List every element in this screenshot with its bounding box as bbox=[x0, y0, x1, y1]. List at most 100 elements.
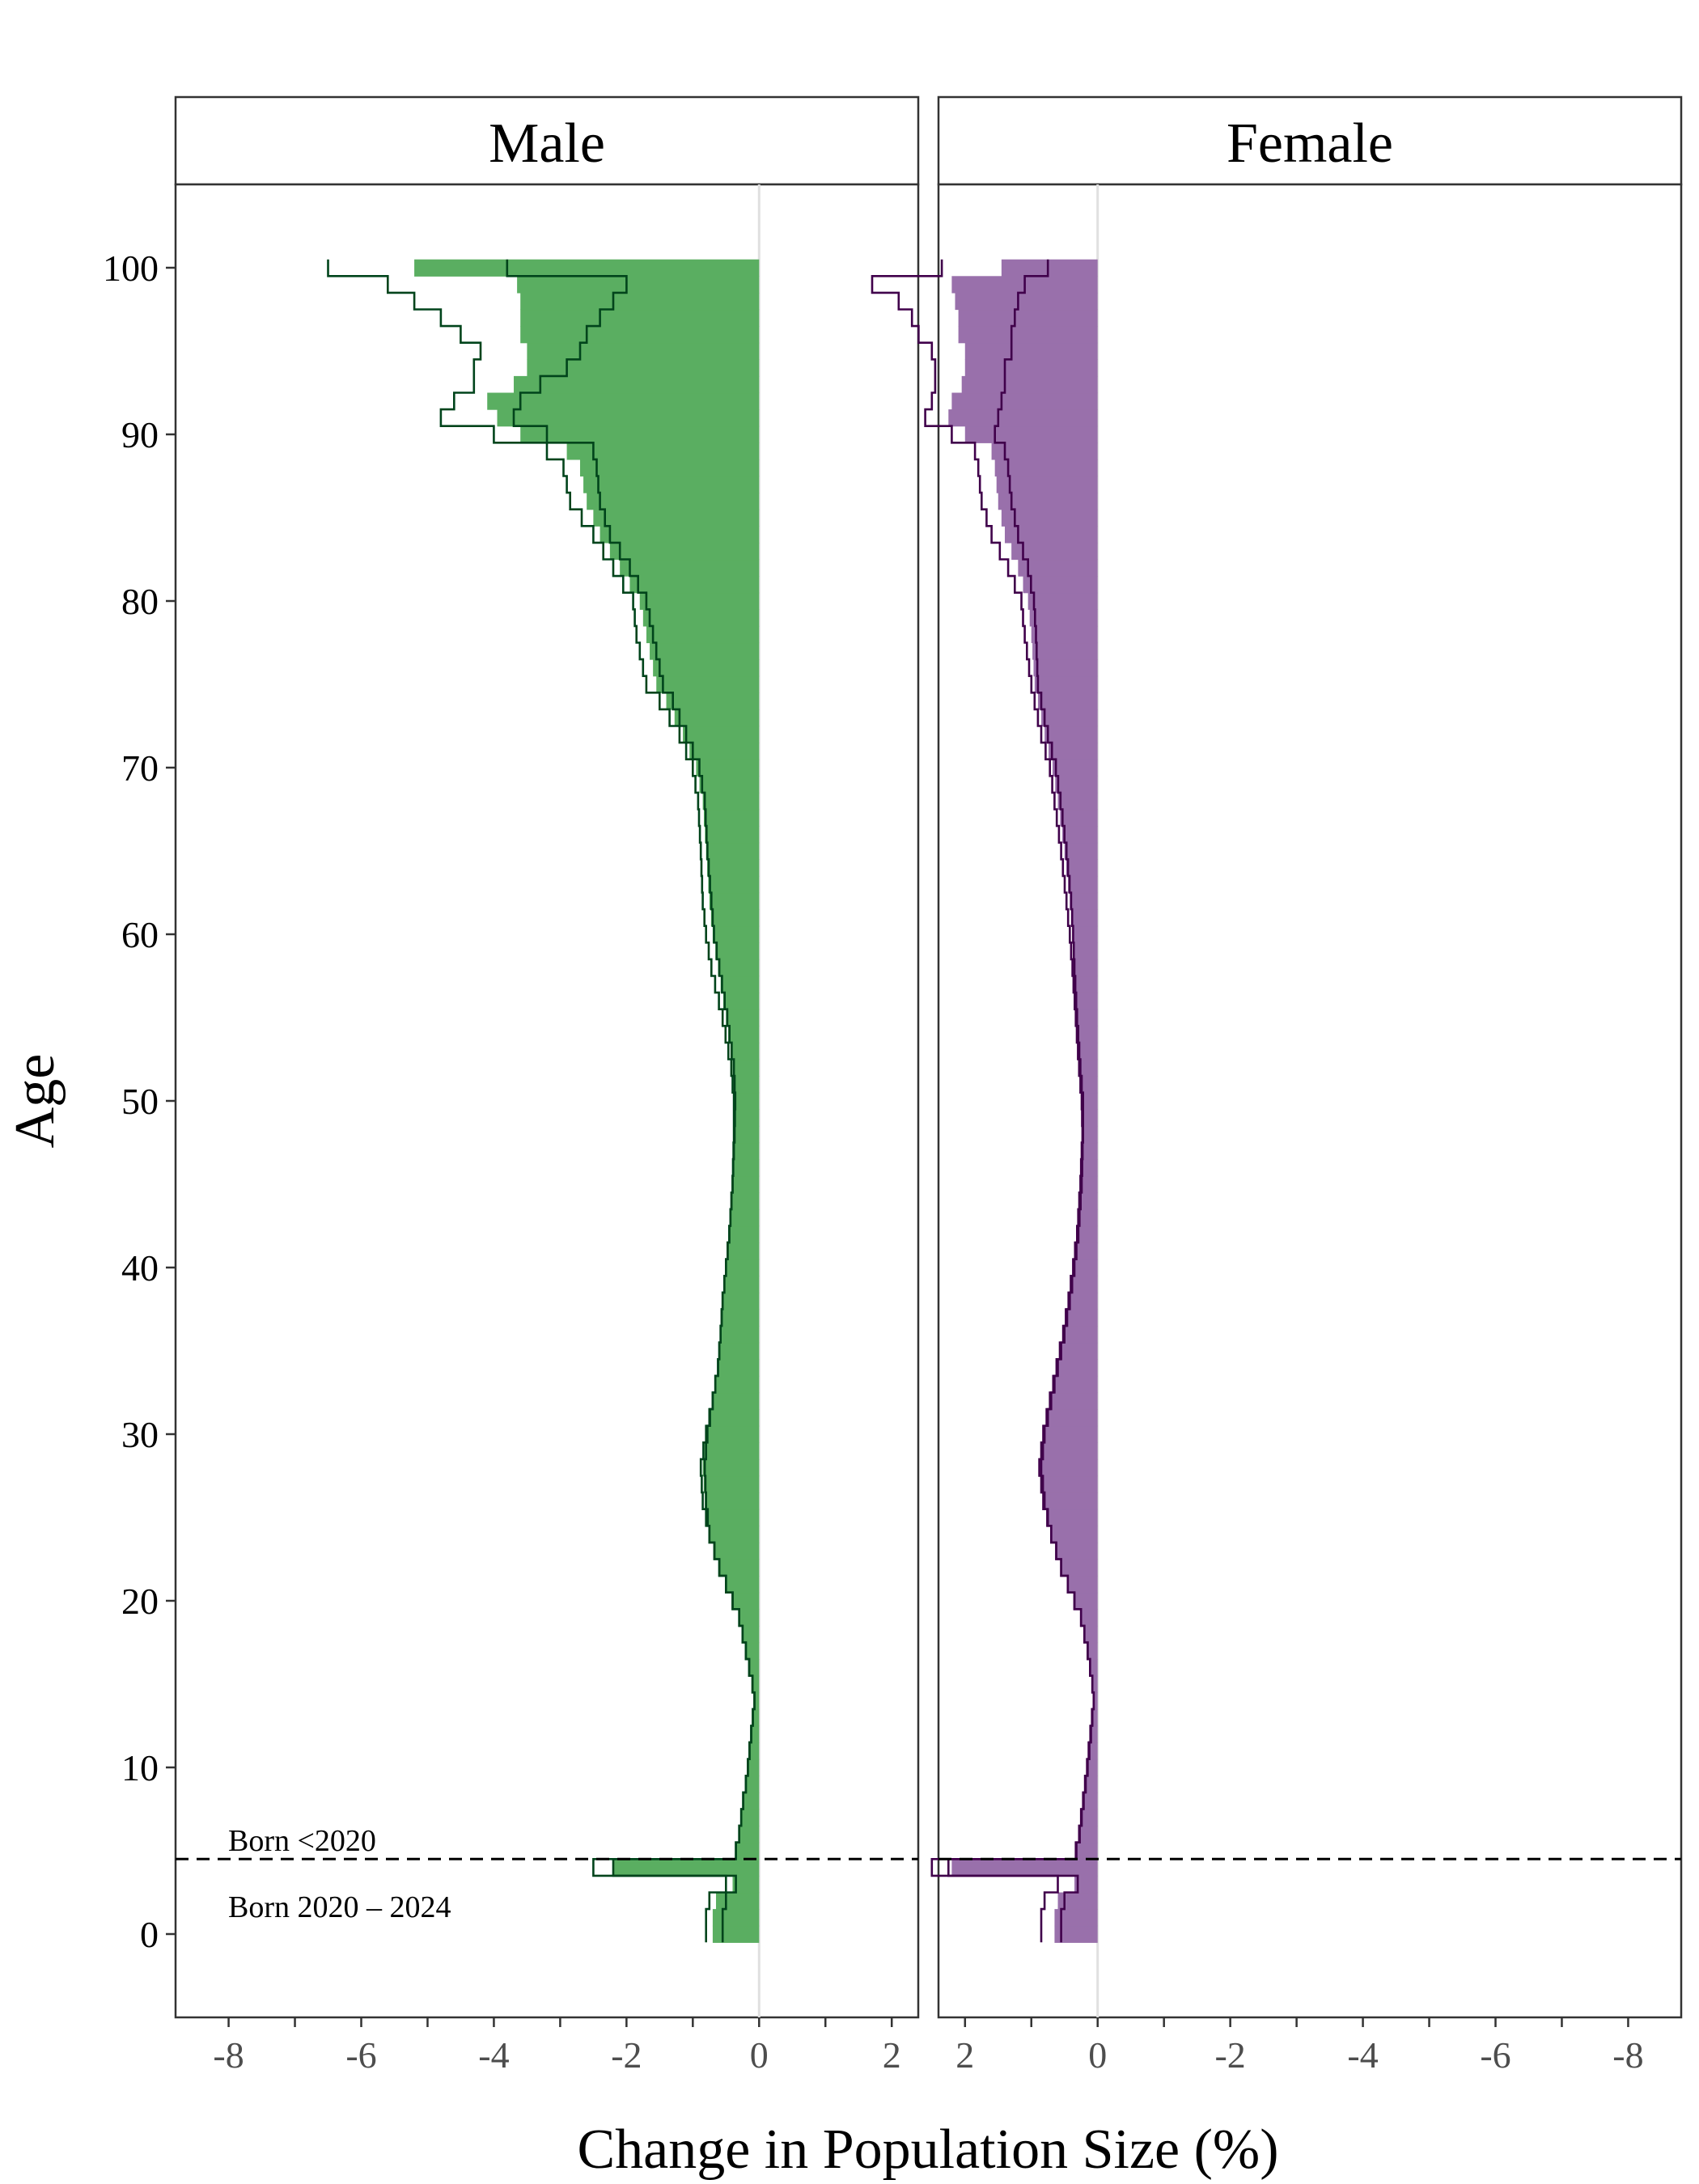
female-bar-age-74 bbox=[1037, 692, 1098, 710]
male-bar-age-35 bbox=[719, 1342, 760, 1360]
male-strip-label: Male bbox=[489, 112, 605, 175]
male-bar-age-44 bbox=[731, 1192, 760, 1210]
female-bar-age-72 bbox=[1044, 726, 1098, 743]
female-bar-age-36 bbox=[1064, 1326, 1098, 1344]
female-bar-age-100 bbox=[1001, 259, 1098, 277]
male-bar-age-13 bbox=[752, 1708, 760, 1727]
male-bar-age-12 bbox=[751, 1725, 760, 1743]
female-x-tick-label: -8 bbox=[1612, 2034, 1643, 2076]
male-bar-age-39 bbox=[724, 1276, 760, 1293]
female-bar-age-47 bbox=[1082, 1142, 1098, 1160]
male-bar-age-50 bbox=[734, 1092, 760, 1110]
male-bar-age-53 bbox=[730, 1042, 760, 1060]
male-panel: Male -8 -6 -4 -2 0 2 Born <2020 Born 2020 – 2… bbox=[174, 95, 920, 2076]
male-bar-age-15 bbox=[752, 1675, 760, 1693]
male-bar-age-46 bbox=[733, 1159, 760, 1177]
male-x-tick-label: -2 bbox=[611, 2034, 642, 2076]
male-bar-age-0 bbox=[712, 1925, 760, 1943]
y-tick-label: 70 bbox=[121, 747, 159, 789]
female-bar-age-84 bbox=[1004, 526, 1098, 544]
male-bar-age-67 bbox=[703, 809, 760, 827]
male-bar-age-43 bbox=[730, 1208, 760, 1227]
female-bar-age-88 bbox=[994, 459, 1098, 477]
male-bar-age-11 bbox=[749, 1742, 760, 1760]
female-bar-age-59 bbox=[1073, 942, 1098, 960]
female-bar-age-5 bbox=[1076, 1842, 1098, 1860]
female-bar-age-2 bbox=[1057, 1892, 1098, 1910]
male-bar-age-60 bbox=[712, 925, 760, 943]
female-bar-age-25 bbox=[1048, 1509, 1098, 1526]
male-bar-age-40 bbox=[726, 1259, 760, 1276]
female-bar-age-96 bbox=[958, 326, 1098, 344]
male-x-tick-label: 2 bbox=[883, 2034, 901, 2076]
female-bar-age-29 bbox=[1043, 1442, 1098, 1460]
male-bar-age-42 bbox=[729, 1225, 760, 1243]
female-bar-age-42 bbox=[1078, 1225, 1098, 1243]
female-bar-age-95 bbox=[964, 342, 1098, 360]
female-bar-age-73 bbox=[1041, 709, 1098, 727]
male-x-tick-label: -4 bbox=[478, 2034, 509, 2076]
female-bar-age-50 bbox=[1082, 1092, 1098, 1110]
male-bar-age-27 bbox=[703, 1475, 760, 1493]
female-bar-age-53 bbox=[1078, 1042, 1098, 1060]
male-bar-age-21 bbox=[726, 1576, 760, 1594]
female-bar-age-98 bbox=[955, 292, 1098, 311]
female-bar-age-51 bbox=[1081, 1076, 1098, 1094]
male-bar-age-88 bbox=[579, 459, 760, 477]
y-tick-label: 20 bbox=[121, 1581, 159, 1622]
female-bar-age-55 bbox=[1076, 1009, 1098, 1026]
male-bar-age-75 bbox=[656, 675, 760, 693]
male-bar-age-72 bbox=[683, 726, 760, 743]
female-bar-age-13 bbox=[1092, 1708, 1098, 1727]
male-bar-age-30 bbox=[705, 1425, 760, 1443]
male-bar-age-10 bbox=[748, 1759, 760, 1776]
female-bar-age-14 bbox=[1093, 1692, 1098, 1710]
male-bar-age-64 bbox=[707, 859, 760, 877]
y-tick-label: 80 bbox=[121, 581, 159, 622]
male-bar-age-82 bbox=[620, 559, 760, 577]
y-tick-label: 30 bbox=[121, 1414, 159, 1455]
female-bar-age-21 bbox=[1067, 1576, 1098, 1594]
male-bar-age-76 bbox=[653, 659, 760, 677]
female-bar-age-34 bbox=[1057, 1359, 1098, 1377]
female-bar-age-43 bbox=[1078, 1208, 1098, 1227]
male-bar-age-78 bbox=[646, 625, 760, 644]
male-bar-age-68 bbox=[702, 792, 760, 811]
male-bar-age-90 bbox=[520, 425, 760, 443]
female-bar-age-86 bbox=[998, 493, 1098, 510]
female-bar-age-30 bbox=[1044, 1425, 1098, 1443]
female-bar-age-75 bbox=[1034, 675, 1098, 693]
male-bar-age-63 bbox=[708, 875, 760, 894]
female-bar-age-45 bbox=[1081, 1175, 1098, 1193]
female-bar-age-70 bbox=[1052, 759, 1098, 777]
female-bar-age-15 bbox=[1092, 1675, 1098, 1693]
female-bar-age-27 bbox=[1043, 1475, 1098, 1493]
female-bar-age-3 bbox=[1074, 1875, 1098, 1894]
female-x-tick-label: -6 bbox=[1480, 2034, 1510, 2076]
male-marks bbox=[176, 184, 918, 2017]
female-strip bbox=[937, 95, 1683, 186]
male-bar-age-26 bbox=[705, 1492, 760, 1510]
female-bar-age-68 bbox=[1057, 792, 1098, 811]
male-bar-age-7 bbox=[741, 1809, 760, 1826]
male-bar-age-41 bbox=[727, 1242, 760, 1260]
female-x-tick-label: 2 bbox=[955, 2034, 974, 2076]
male-bar-age-5 bbox=[735, 1842, 760, 1860]
female-bar-age-44 bbox=[1079, 1192, 1098, 1210]
female-panel: Female 2 0 -2 -4 -6 -8 bbox=[871, 95, 1683, 2076]
male-bar-age-97 bbox=[520, 309, 760, 327]
female-bar-age-69 bbox=[1055, 776, 1098, 794]
female-strip-label: Female bbox=[1227, 112, 1393, 175]
female-bar-age-7 bbox=[1082, 1809, 1098, 1826]
male-bar-age-54 bbox=[728, 1026, 760, 1043]
male-bar-age-19 bbox=[739, 1609, 760, 1627]
male-bar-age-8 bbox=[743, 1792, 760, 1810]
male-bar-age-52 bbox=[732, 1059, 760, 1077]
y-axis: 0 10 20 30 40 50 60 70 80 90 100 bbox=[103, 248, 176, 1955]
female-bar-age-56 bbox=[1075, 993, 1098, 1010]
male-bar-age-89 bbox=[566, 442, 760, 460]
female-bar-age-19 bbox=[1081, 1609, 1098, 1627]
female-bar-age-1 bbox=[1054, 1909, 1098, 1927]
female-bar-age-83 bbox=[1011, 542, 1098, 561]
